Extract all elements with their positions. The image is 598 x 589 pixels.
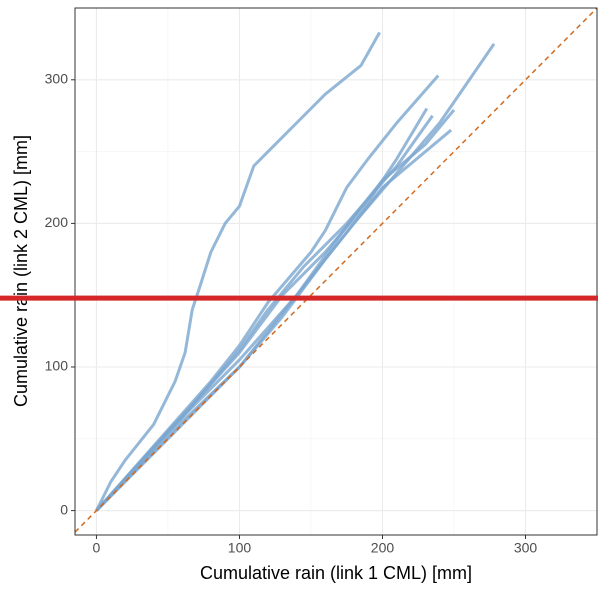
x-tick-label: 300 bbox=[514, 540, 538, 556]
y-tick-label: 100 bbox=[45, 358, 69, 374]
x-tick-label: 100 bbox=[228, 540, 252, 556]
series-line bbox=[95, 31, 381, 512]
y-tick-label: 0 bbox=[60, 501, 68, 517]
series-line bbox=[95, 108, 456, 512]
x-tick-label: 200 bbox=[371, 540, 395, 556]
reference-line bbox=[75, 8, 597, 533]
y-tick-label: 300 bbox=[45, 71, 69, 87]
panel-border bbox=[74, 7, 598, 536]
y-axis-title: Cumulative rain (link 2 CML) [mm] bbox=[11, 135, 31, 407]
x-tick-label: 0 bbox=[93, 540, 101, 556]
series-line bbox=[95, 128, 453, 512]
y-tick-label: 200 bbox=[45, 214, 69, 230]
series-line bbox=[95, 74, 440, 512]
series-line bbox=[95, 114, 434, 512]
x-axis-title: Cumulative rain (link 1 CML) [mm] bbox=[200, 563, 472, 583]
